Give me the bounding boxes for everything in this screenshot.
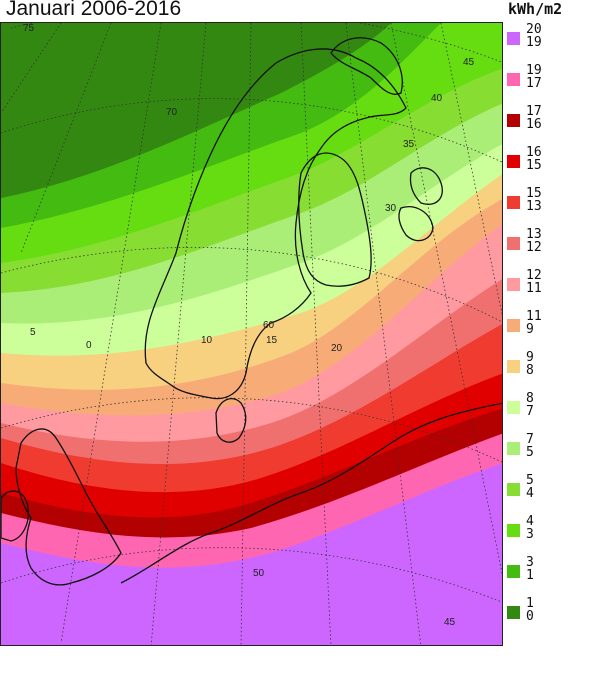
legend-upper-value: 11 <box>526 308 542 324</box>
legend-swatch <box>507 318 520 332</box>
lon-label: 10 <box>201 335 213 346</box>
legend-swatch <box>507 482 520 496</box>
lat-label: 70 <box>166 107 178 118</box>
legend-swatch <box>507 400 520 414</box>
lon-label: 45 <box>463 57 475 68</box>
lon-label: 20 <box>331 343 343 354</box>
legend-swatch <box>507 32 520 45</box>
irradiance-map: 75 70 60 50 45 40 35 30 20 15 10 5 0 45 <box>0 22 503 646</box>
legend-lower-value: 17 <box>526 75 542 91</box>
lon-label: 0 <box>86 340 92 351</box>
legend-lower-value: 7 <box>526 403 534 419</box>
legend-item: 11 9 <box>505 308 599 341</box>
legend-item: 12 11 <box>505 267 599 300</box>
legend-lower-value: 4 <box>526 485 534 501</box>
legend-lower-value: 12 <box>526 239 542 255</box>
legend-swatch <box>507 277 520 291</box>
legend-swatch <box>507 113 520 127</box>
legend-swatch <box>507 441 520 455</box>
legend-upper-value: 20 <box>526 22 542 37</box>
legend-upper-value: 13 <box>526 226 542 242</box>
lon-label: 35 <box>403 139 415 150</box>
legend-upper-value: 17 <box>526 103 542 119</box>
legend-lower-value: 11 <box>526 280 542 296</box>
lon-label: 40 <box>431 93 443 104</box>
band-dark-green <box>1 23 391 198</box>
legend-unit-label: kWh/m2 <box>508 0 563 18</box>
lon-label: 5 <box>30 327 36 338</box>
legend-lower-value: 16 <box>526 116 542 132</box>
legend-item: 15 13 <box>505 185 599 218</box>
legend-lower-value: 13 <box>526 198 542 214</box>
legend-swatch <box>507 359 520 373</box>
legend-lower-value: 0 <box>526 608 534 624</box>
lat-label: 50 <box>253 568 265 579</box>
legend-lower-value: 5 <box>526 444 534 460</box>
legend-upper-value: 1 <box>526 595 534 611</box>
legend-lower-value: 3 <box>526 526 534 542</box>
legend-item: 19 17 <box>505 62 599 95</box>
legend-swatch <box>507 236 520 250</box>
legend-upper-value: 19 <box>526 62 542 78</box>
legend-upper-value: 9 <box>526 349 534 365</box>
legend-upper-value: 8 <box>526 390 534 406</box>
legend-upper-value: 5 <box>526 472 534 488</box>
legend-item: 17 16 <box>505 103 599 136</box>
legend-lower-value: 9 <box>526 321 534 337</box>
legend-swatch <box>507 154 520 168</box>
legend-lower-value: 15 <box>526 157 542 173</box>
legend-lower-value: 8 <box>526 362 534 378</box>
legend-lower-value: 19 <box>526 35 542 50</box>
legend-upper-value: 15 <box>526 185 542 201</box>
legend-item: 16 15 <box>505 144 599 177</box>
legend-item: 20 19 <box>505 22 599 54</box>
legend-upper-value: 12 <box>526 267 542 283</box>
map-title: Januari 2006-2016 <box>6 0 182 20</box>
legend-swatch <box>507 605 520 619</box>
legend-swatch <box>507 195 520 209</box>
legend-lower-value: 1 <box>526 567 534 583</box>
legend-swatch <box>507 72 520 86</box>
lon-label: 30 <box>385 203 397 214</box>
legend-upper-value: 16 <box>526 144 542 160</box>
graticule <box>1 23 502 645</box>
legend-swatch <box>507 523 520 537</box>
lat-label: 60 <box>263 320 275 331</box>
lon-label: 45 <box>444 617 456 628</box>
legend-upper-value: 7 <box>526 431 534 447</box>
legend-upper-value: 3 <box>526 554 534 570</box>
legend-swatch <box>507 564 520 578</box>
coastlines <box>1 37 502 586</box>
lat-label: 75 <box>23 23 35 34</box>
legend-item: 13 12 <box>505 226 599 259</box>
lon-label: 15 <box>266 335 278 346</box>
legend-upper-value: 4 <box>526 513 534 529</box>
color-legend: 20 19 19 17 17 16 16 15 15 13 13 12 12 11 11 9 9 8 8 7 7 5 5 4 4… <box>505 22 599 646</box>
